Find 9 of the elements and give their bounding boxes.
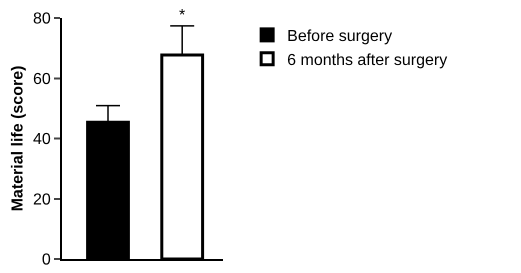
y-axis-title: Material life (score) (9, 66, 26, 212)
y-tick-label: 20 (33, 191, 51, 208)
y-tick-label: 80 (33, 10, 51, 28)
annotation: * (179, 7, 186, 24)
legend-label: 6 months after surgery (287, 52, 448, 69)
y-tick-label: 60 (33, 70, 51, 88)
y-tick-label: 0 (42, 252, 51, 269)
y-tick-label: 40 (33, 131, 51, 148)
legend-label: Before surgery (287, 28, 392, 46)
